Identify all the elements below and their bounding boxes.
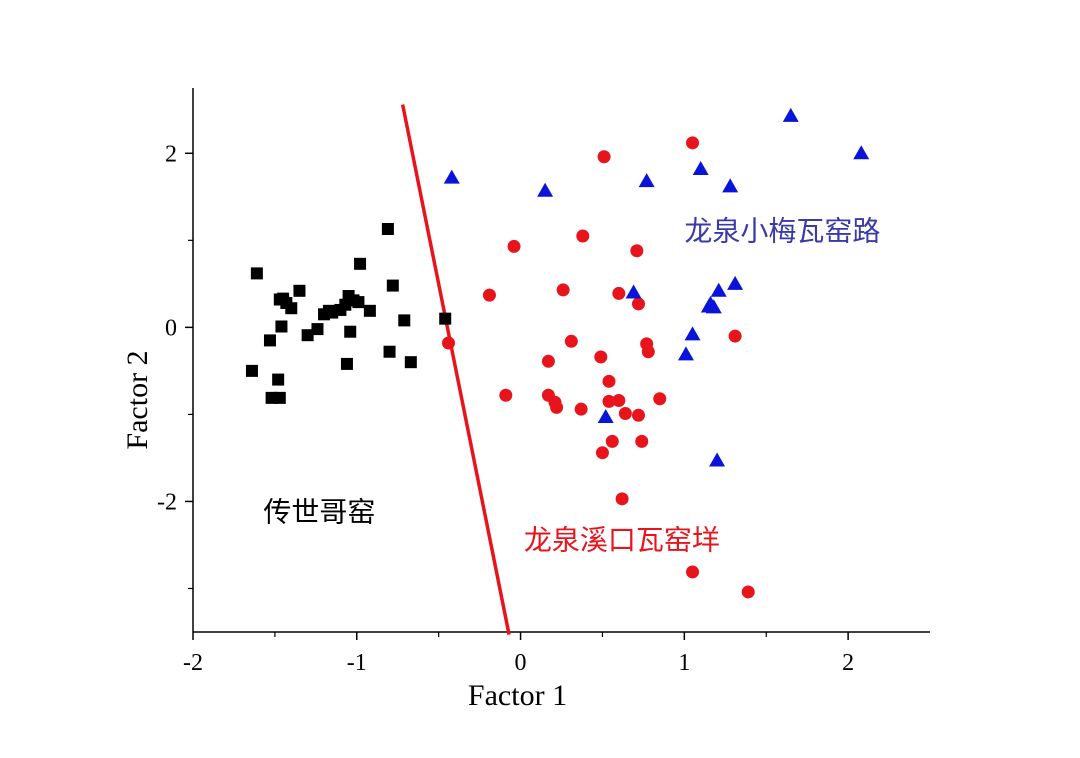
- square-point: [311, 323, 324, 336]
- triangle-point: [692, 160, 709, 175]
- square-point: [386, 279, 399, 292]
- circle-point: [686, 136, 700, 150]
- square-point: [340, 357, 353, 370]
- square-point: [363, 304, 376, 317]
- circle-point: [482, 288, 496, 302]
- square-point: [273, 391, 286, 404]
- circle-point: [631, 408, 645, 422]
- region-label: 龙泉溪口瓦窑垟: [524, 523, 720, 556]
- triangle-point: [537, 182, 554, 197]
- circle-point: [574, 402, 588, 416]
- circle-point: [615, 492, 629, 506]
- y-tick-label: 2: [165, 141, 177, 167]
- triangle-point: [709, 452, 726, 467]
- circle-point: [612, 286, 626, 300]
- series-square: [245, 223, 452, 404]
- square-point: [293, 284, 306, 297]
- y-axis-title: Factor 2: [121, 350, 154, 449]
- series-triangle: [443, 107, 870, 467]
- circle-point: [630, 244, 644, 258]
- circle-point: [686, 565, 700, 579]
- y-tick-label: -2: [157, 489, 177, 515]
- square-point: [285, 302, 298, 315]
- boundary-line: [400, 104, 511, 635]
- circle-point: [499, 388, 513, 402]
- circle-point: [635, 434, 649, 448]
- data-points: [245, 107, 870, 599]
- circle-point: [728, 329, 742, 343]
- circle-point: [602, 394, 616, 408]
- square-point: [318, 308, 331, 321]
- circle-point: [576, 229, 590, 243]
- triangle-point: [597, 409, 614, 424]
- y-tick-label: 0: [165, 315, 177, 341]
- square-point: [404, 356, 417, 369]
- square-point: [245, 364, 258, 377]
- triangle-point: [722, 178, 739, 193]
- circle-point: [618, 407, 632, 421]
- circle-point: [564, 334, 578, 348]
- triangle-point: [710, 282, 727, 297]
- region-label: 龙泉小梅瓦窑路: [684, 214, 880, 247]
- square-point: [275, 320, 288, 333]
- circle-point: [594, 350, 608, 364]
- axes: [192, 88, 930, 633]
- square-point: [344, 325, 357, 338]
- circle-point: [612, 393, 626, 407]
- square-point: [354, 257, 367, 270]
- triangle-point: [443, 169, 460, 184]
- circle-point: [597, 150, 611, 164]
- triangle-point: [853, 145, 870, 160]
- triangle-point: [638, 173, 655, 188]
- x-axis-title: Factor 1: [468, 679, 567, 712]
- boundary: [400, 104, 511, 635]
- triangle-point: [684, 326, 701, 341]
- triangle-point: [625, 284, 642, 299]
- series-circle: [441, 136, 755, 599]
- region-label: 传世哥窑: [263, 495, 375, 528]
- x-tick-label: 1: [678, 650, 690, 676]
- circle-point: [595, 446, 609, 460]
- circle-point: [605, 434, 619, 448]
- x-tick-label: 2: [842, 650, 854, 676]
- square-point: [301, 329, 314, 342]
- square-point: [272, 373, 285, 386]
- square-point: [250, 267, 263, 280]
- circle-point: [507, 239, 521, 253]
- circle-point: [441, 336, 455, 350]
- square-point: [381, 223, 394, 236]
- circle-point: [602, 374, 616, 388]
- circle-point: [653, 392, 667, 406]
- x-tick-label: -2: [183, 650, 203, 676]
- square-point: [383, 345, 396, 358]
- x-tick-label: -1: [347, 650, 367, 676]
- circle-point: [641, 345, 655, 359]
- square-point: [398, 314, 411, 327]
- square-point: [352, 296, 365, 309]
- triangle-point: [782, 107, 799, 122]
- circle-point: [556, 283, 570, 297]
- square-point: [439, 312, 452, 325]
- circle-point: [631, 297, 645, 311]
- circle-point: [550, 400, 564, 414]
- triangle-point: [705, 299, 722, 314]
- triangle-point: [727, 275, 744, 290]
- square-point: [263, 334, 276, 347]
- circle-point: [741, 585, 755, 599]
- ticks: -2 -1 0 1 2 -2 0 2: [157, 141, 854, 676]
- triangle-point: [677, 346, 694, 361]
- x-tick-label: 0: [515, 650, 527, 676]
- circle-point: [541, 354, 555, 368]
